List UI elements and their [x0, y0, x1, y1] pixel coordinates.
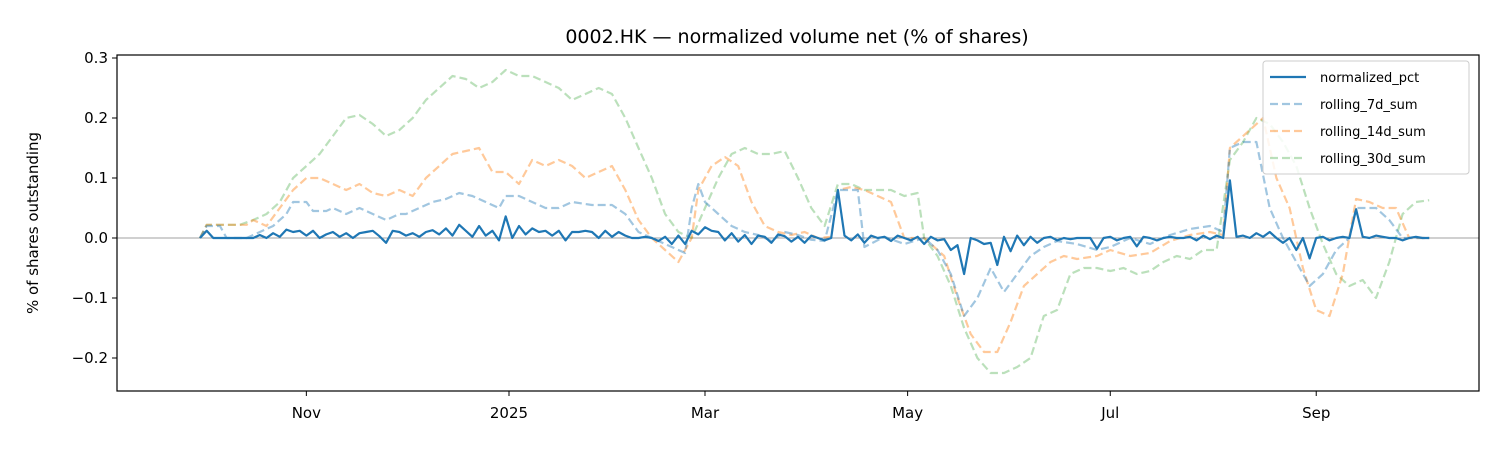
legend-label-rolling-7d-sum: rolling_7d_sum [1320, 98, 1418, 113]
series-line-rolling-30d-sum [199, 68, 1430, 375]
legend-box [1262, 60, 1470, 175]
y-axis-label: % of shares outstanding [24, 132, 42, 314]
legend-label-rolling-14d-sum: rolling_14d_sum [1320, 125, 1426, 140]
y-tick-label: −0.1 [72, 289, 108, 307]
x-tick-label: Mar [691, 404, 720, 422]
x-tick-label: May [892, 404, 923, 422]
series-line-rolling-14d-sum [199, 116, 1430, 354]
x-tick-label: 2025 [490, 404, 528, 422]
x-tick-label: Nov [292, 404, 321, 422]
y-tick-label: 0.0 [84, 229, 108, 247]
legend-label-rolling-30d-sum: rolling_30d_sum [1320, 152, 1426, 167]
plot-frame [116, 54, 1480, 392]
y-tick-label: 0.2 [84, 109, 108, 127]
chart-title: 0002.HK — normalized volume net (% of sh… [565, 26, 1028, 48]
y-tick-label: 0.3 [84, 49, 108, 67]
x-tick-label: Jul [1100, 404, 1119, 422]
x-tick-label: Sep [1302, 404, 1330, 422]
legend: normalized_pct rolling_7d_sum rolling_14d_… [1262, 60, 1470, 175]
legend-label-normalized-pct: normalized_pct [1320, 71, 1419, 86]
y-tick-label: 0.1 [84, 169, 108, 187]
y-tick-label: −0.2 [72, 349, 108, 367]
series-line-normalized-pct [199, 179, 1430, 276]
series-line-rolling-7d-sum [199, 140, 1430, 318]
